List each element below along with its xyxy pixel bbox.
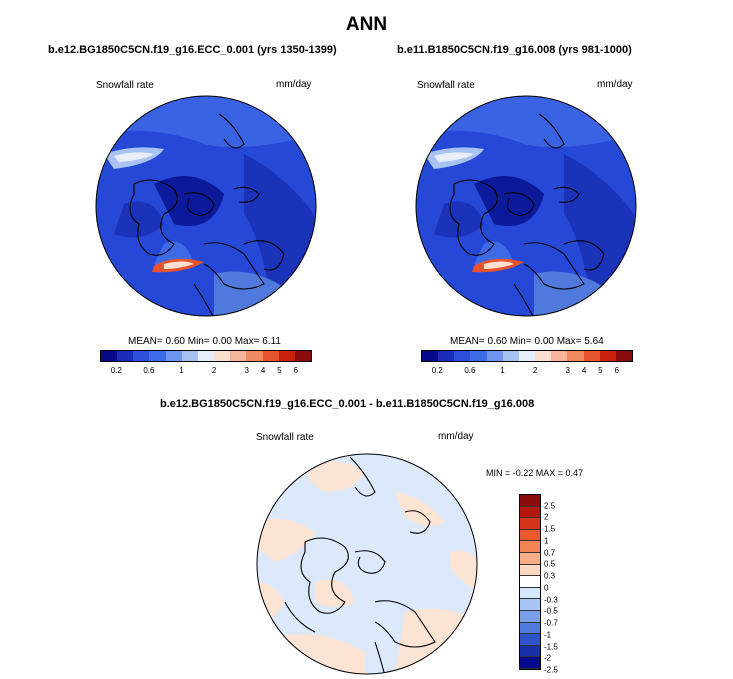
panel-1-stats: MEAN= 0.60 Min= 0.00 Max= 6.11 (128, 336, 281, 347)
colorbar-swatch (133, 351, 150, 361)
colorbar-tick-label: 2 (211, 366, 217, 375)
colorbar-tick-label: 1 (544, 536, 549, 546)
colorbar-swatch (502, 351, 519, 361)
colorbar-tick-label: -1 (544, 630, 552, 640)
colorbar-tick-label: 2 (544, 512, 549, 522)
colorbar-tick-label: 0 (544, 583, 549, 593)
panel-2-title: b.e11.B1850C5CN.f19_g16.008 (yrs 981-100… (397, 44, 632, 56)
colorbar-swatch (520, 541, 540, 553)
colorbar-tick-label: -0.7 (544, 618, 558, 628)
panel-2-variable: Snowfall rate (417, 80, 475, 91)
colorbar-tick-label: 2.5 (544, 501, 556, 511)
colorbar-tick-label: 0.7 (544, 548, 556, 558)
colorbar-swatch (520, 587, 540, 600)
diff-panel-title: b.e12.BG1850C5CN.f19_g16.ECC_0.001 - b.e… (160, 398, 535, 410)
diff-panel-map (256, 453, 478, 675)
panel-2-colorbar-labels: 0.2 0.6 1 2 3 4 5 6 (421, 366, 633, 376)
colorbar-swatch (520, 599, 540, 611)
colorbar-swatch (520, 645, 540, 658)
colorbar-swatch (262, 351, 279, 361)
diff-colorbar-labels: 2.5 2 1.5 1 0.7 0.5 0.3 0 -0.3 -0.5 -0.7 -1 -1.5 -2 -2… (544, 494, 574, 674)
colorbar-tick-label: 2 (532, 366, 538, 375)
panel-1-map (95, 95, 317, 317)
colorbar-swatch (486, 351, 503, 361)
panel-1-units: mm/day (276, 79, 312, 90)
colorbar-swatch (454, 351, 471, 361)
figure-title: ANN (345, 14, 388, 35)
colorbar-swatch (520, 506, 540, 519)
colorbar-tick-label: -2.5 (544, 665, 558, 675)
colorbar-tick-label: 0.2 (110, 366, 122, 375)
diff-colorbar (519, 494, 541, 670)
panel-1-variable: Snowfall rate (96, 80, 154, 91)
colorbar-swatch (246, 351, 263, 361)
colorbar-tick-label: 6 (293, 366, 298, 375)
panel-1-title: b.e12.BG1850C5CN.f19_g16.ECC_0.001 (yrs … (48, 44, 337, 56)
colorbar-swatch (101, 351, 118, 361)
colorbar-tick-label: -0.3 (544, 595, 558, 605)
colorbar-swatch (181, 351, 198, 361)
colorbar-swatch (214, 351, 231, 361)
colorbar-tick-label: 3 (244, 366, 249, 375)
colorbar-swatch (520, 495, 540, 507)
colorbar-swatch (294, 351, 312, 361)
colorbar-tick-label: 1 (500, 366, 505, 375)
diff-panel-variable: Snowfall rate (256, 432, 314, 443)
colorbar-swatch (599, 351, 616, 361)
colorbar-swatch (230, 351, 247, 361)
diff-panel-stats: MIN = -0.22 MAX = 0.47 (486, 468, 584, 478)
colorbar-swatch (520, 634, 540, 646)
colorbar-tick-label: 4 (260, 366, 266, 375)
colorbar-swatch (615, 351, 633, 361)
colorbar-tick-label: 5 (598, 366, 603, 375)
colorbar-swatch (567, 351, 584, 361)
colorbar-swatch (422, 351, 439, 361)
colorbar-swatch (520, 576, 540, 588)
colorbar-swatch (197, 351, 215, 361)
colorbar-swatch (165, 351, 182, 361)
colorbar-swatch (117, 351, 134, 361)
colorbar-swatch (520, 564, 540, 577)
panel-2-units: mm/day (597, 79, 633, 90)
colorbar-tick-label: 4 (581, 366, 587, 375)
colorbar-swatch (438, 351, 455, 361)
colorbar-swatch (520, 610, 540, 623)
colorbar-tick-label: 5 (277, 366, 282, 375)
colorbar-swatch (470, 351, 487, 361)
panel-2-colorbar (421, 350, 633, 362)
colorbar-tick-label: -0.5 (544, 606, 558, 616)
panel-1-colorbar-labels: 0.2 0.6 1 2 3 4 5 6 (100, 366, 312, 376)
panel-1-colorbar (100, 350, 312, 362)
colorbar-swatch (149, 351, 166, 361)
colorbar-tick-label: 0.2 (431, 366, 443, 375)
colorbar-tick-label: 0.6 (143, 366, 155, 375)
colorbar-swatch (518, 351, 536, 361)
panel-2-map (415, 95, 637, 317)
colorbar-tick-label: 6 (614, 366, 619, 375)
colorbar-swatch (583, 351, 600, 361)
colorbar-tick-label: 1.5 (544, 524, 556, 534)
panel-2-stats: MEAN= 0.60 Min= 0.00 Max= 5.64 (450, 336, 604, 347)
colorbar-tick-label: 3 (565, 366, 570, 375)
colorbar-tick-label: -2 (544, 653, 552, 663)
colorbar-tick-label: 1 (179, 366, 184, 375)
colorbar-swatch (551, 351, 568, 361)
colorbar-swatch (520, 529, 540, 542)
colorbar-swatch (520, 657, 540, 669)
colorbar-swatch (278, 351, 295, 361)
colorbar-swatch (520, 622, 540, 635)
colorbar-swatch (520, 518, 540, 530)
colorbar-tick-label: -1.5 (544, 642, 558, 652)
colorbar-tick-label: 0.5 (544, 559, 556, 569)
diff-panel-units: mm/day (438, 431, 474, 442)
colorbar-tick-label: 0.6 (464, 366, 476, 375)
colorbar-swatch (520, 552, 540, 565)
colorbar-tick-label: 0.3 (544, 571, 556, 581)
colorbar-swatch (535, 351, 552, 361)
